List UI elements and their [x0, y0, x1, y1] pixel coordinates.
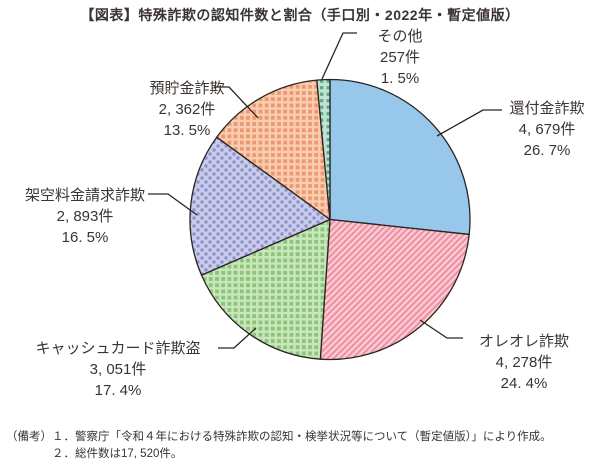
pie-slice-0	[329, 78, 471, 236]
slice-pct: 1. 5%	[380, 70, 420, 87]
slice-count: 2, 893件	[56, 208, 114, 225]
pie-slice-3	[189, 136, 331, 276]
slice-count: 4, 679件	[518, 121, 576, 138]
leader-line-oreore	[419, 319, 463, 339]
slice-name: その他	[377, 28, 423, 45]
slice-name: 還付金詐欺	[509, 100, 585, 117]
slice-label-yochokin: 預貯金詐欺 2, 362件 13. 5%	[112, 78, 262, 141]
slice-pct: 16. 5%	[61, 229, 109, 246]
slice-count: 4, 278件	[495, 354, 553, 371]
slice-count: 2, 362件	[158, 101, 216, 118]
pie-slice-5	[316, 78, 331, 221]
slice-label-cashcard: キャッシュカード詐欺盗 3, 051件 17. 4%	[28, 338, 208, 401]
leader-line-cashcard	[218, 327, 257, 349]
slice-pct: 17. 4%	[94, 382, 142, 399]
leader-line-kakuu	[148, 193, 198, 216]
footnote-line-1: （備考）１．警察庁「令和４年における特殊詐欺の認知・検挙状況等について（暫定値版…	[6, 431, 552, 443]
slice-name: 預貯金詐欺	[149, 80, 225, 97]
slice-label-kanpukin: 還付金詐欺 4, 679件 26. 7%	[472, 98, 600, 161]
slice-name: 架空料金請求詐欺	[24, 187, 145, 204]
slice-count: 3, 051件	[89, 361, 147, 378]
slice-label-oreore: オレオレ詐欺 4, 278件 24. 4%	[449, 331, 599, 394]
slice-name: オレオレ詐欺	[478, 333, 569, 350]
slice-label-sonota: その他 257件 1. 5%	[325, 26, 475, 89]
slice-pct: 13. 5%	[163, 122, 211, 139]
slice-count: 257件	[379, 49, 421, 66]
page-title: 【図表】特殊詐欺の認知件数と割合（手口別・2022年・暫定値版）	[80, 7, 520, 23]
slice-pct: 26. 7%	[523, 142, 571, 159]
slice-label-kakuu: 架空料金請求詐欺 2, 893件 16. 5%	[5, 185, 165, 248]
footnote: （備考）１．警察庁「令和４年における特殊詐欺の認知・検挙状況等について（暫定値版…	[6, 429, 552, 462]
footnote-line-2: ２．総件数は17, 520件。	[52, 447, 183, 460]
slice-pct: 24. 4%	[500, 375, 548, 392]
slice-name: キャッシュカード詐欺盗	[35, 340, 201, 357]
pie-slice-4	[216, 79, 331, 221]
leader-line-kanpukin	[436, 109, 502, 137]
leader-line-yochokin	[214, 86, 259, 119]
leader-line-sonota	[321, 32, 357, 80]
pie-slice-1	[319, 218, 470, 361]
